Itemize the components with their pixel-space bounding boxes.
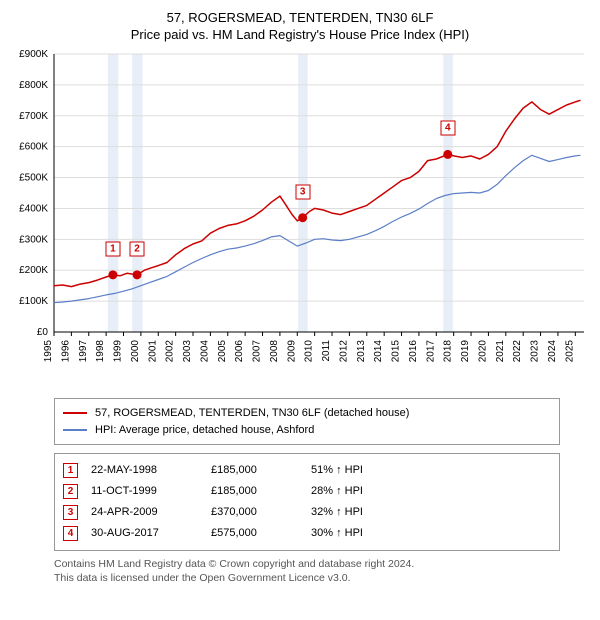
svg-text:2017: 2017 (425, 340, 436, 363)
transactions-table: 1 22-MAY-1998£185,00051% ↑ HPI 2 11-OCT-199… (54, 453, 560, 551)
svg-text:2014: 2014 (373, 340, 384, 363)
svg-text:2005: 2005 (217, 340, 228, 363)
transaction-marker: 3 (63, 505, 78, 520)
svg-text:2008: 2008 (269, 340, 280, 363)
chart-subtitle: Price paid vs. HM Land Registry's House … (10, 27, 590, 42)
svg-text:2021: 2021 (495, 340, 506, 363)
svg-text:2024: 2024 (547, 340, 558, 363)
legend-label: 57, ROGERSMEAD, TENTERDEN, TN30 6LF (det… (95, 405, 409, 422)
footer-attribution: Contains HM Land Registry data © Crown c… (54, 557, 560, 586)
legend-row: HPI: Average price, detached house, Ashf… (63, 422, 551, 439)
transaction-price: £185,000 (211, 460, 311, 481)
svg-text:2012: 2012 (338, 340, 349, 363)
svg-text:2010: 2010 (304, 340, 315, 363)
price-chart-svg: £0 £100K £200K £300K £400K £500K £600K £700K £80… (10, 48, 590, 388)
svg-text:£200K: £200K (19, 265, 48, 276)
legend-label: HPI: Average price, detached house, Ashf… (95, 422, 314, 439)
svg-text:2025: 2025 (564, 340, 575, 363)
svg-text:2013: 2013 (356, 340, 367, 363)
footer-line-1: Contains HM Land Registry data © Crown c… (54, 557, 560, 572)
transaction-row: 3 24-APR-2009£370,00032% ↑ HPI (63, 502, 551, 523)
svg-text:1999: 1999 (113, 340, 124, 363)
transaction-price: £575,000 (211, 523, 311, 544)
chart-marker-1: 1 (105, 241, 120, 256)
transaction-marker: 1 (63, 463, 78, 478)
svg-text:2011: 2011 (321, 340, 332, 362)
svg-text:£300K: £300K (19, 234, 48, 245)
transaction-date: 30-AUG-2017 (91, 523, 211, 544)
svg-text:2002: 2002 (165, 340, 176, 363)
svg-text:2019: 2019 (460, 340, 471, 363)
transaction-marker: 4 (63, 526, 78, 541)
chart-marker-4: 4 (440, 121, 455, 136)
svg-text:2004: 2004 (199, 340, 210, 363)
svg-text:2007: 2007 (252, 340, 263, 363)
transaction-date: 24-APR-2009 (91, 502, 211, 523)
svg-text:1997: 1997 (78, 340, 89, 363)
svg-text:2020: 2020 (477, 340, 488, 363)
chart-container: 57, ROGERSMEAD, TENTERDEN, TN30 6LF Pric… (0, 0, 600, 594)
svg-text:£500K: £500K (19, 173, 48, 184)
svg-text:£400K: £400K (19, 203, 48, 214)
chart-marker-3: 3 (295, 184, 310, 199)
svg-text:£800K: £800K (19, 80, 48, 91)
transaction-row: 1 22-MAY-1998£185,00051% ↑ HPI (63, 460, 551, 481)
svg-text:1996: 1996 (60, 340, 71, 363)
transaction-date: 11-OCT-1999 (91, 481, 211, 502)
footer-line-2: This data is licensed under the Open Gov… (54, 571, 560, 586)
svg-text:£0: £0 (37, 327, 49, 338)
transaction-date: 22-MAY-1998 (91, 460, 211, 481)
svg-text:2003: 2003 (182, 340, 193, 363)
svg-text:£100K: £100K (19, 296, 48, 307)
svg-text:£900K: £900K (19, 49, 48, 60)
svg-text:2009: 2009 (286, 340, 297, 363)
legend: 57, ROGERSMEAD, TENTERDEN, TN30 6LF (det… (54, 398, 560, 445)
transaction-delta: 51% ↑ HPI (311, 460, 551, 481)
transaction-marker: 2 (63, 484, 78, 499)
legend-row: 57, ROGERSMEAD, TENTERDEN, TN30 6LF (det… (63, 405, 551, 422)
svg-text:2018: 2018 (443, 340, 454, 363)
svg-text:1995: 1995 (43, 340, 54, 363)
svg-text:£700K: £700K (19, 111, 48, 122)
transaction-delta: 28% ↑ HPI (311, 481, 551, 502)
svg-text:2001: 2001 (147, 340, 158, 363)
svg-text:2015: 2015 (391, 340, 402, 363)
svg-text:2016: 2016 (408, 340, 419, 363)
transaction-delta: 32% ↑ HPI (311, 502, 551, 523)
svg-text:2000: 2000 (130, 340, 141, 363)
transaction-row: 4 30-AUG-2017£575,00030% ↑ HPI (63, 523, 551, 544)
legend-swatch (63, 429, 87, 431)
svg-text:2006: 2006 (234, 340, 245, 363)
transaction-price: £185,000 (211, 481, 311, 502)
svg-text:£600K: £600K (19, 142, 48, 153)
transaction-row: 2 11-OCT-1999£185,00028% ↑ HPI (63, 481, 551, 502)
chart-area: £0 £100K £200K £300K £400K £500K £600K £700K £80… (10, 48, 590, 388)
chart-title: 57, ROGERSMEAD, TENTERDEN, TN30 6LF (10, 10, 590, 25)
svg-text:1998: 1998 (95, 340, 106, 363)
transaction-delta: 30% ↑ HPI (311, 523, 551, 544)
transaction-price: £370,000 (211, 502, 311, 523)
svg-text:2022: 2022 (512, 340, 523, 363)
legend-swatch (63, 412, 87, 414)
svg-text:2023: 2023 (530, 340, 541, 363)
chart-marker-2: 2 (130, 241, 145, 256)
